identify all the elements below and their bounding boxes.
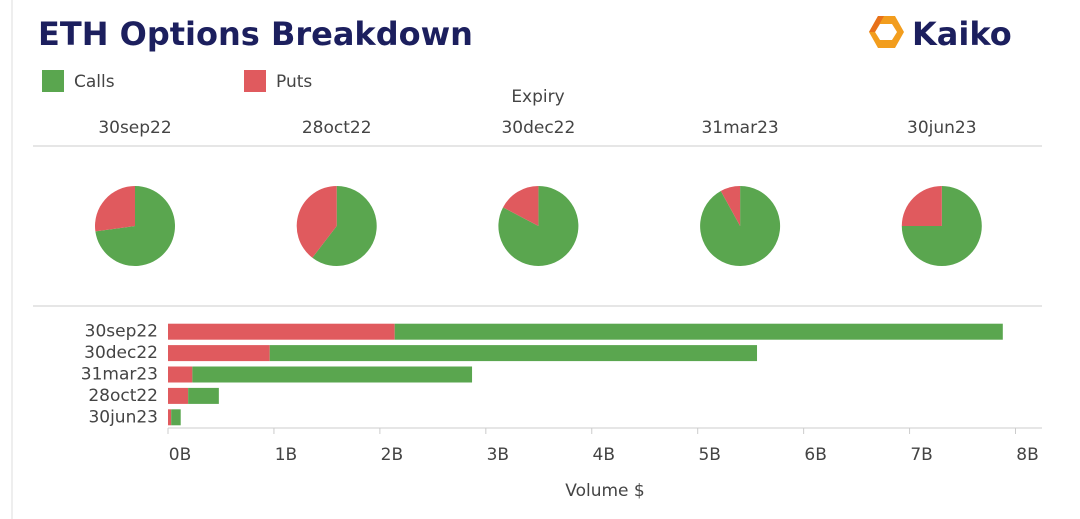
bar-segment — [168, 387, 189, 404]
pie-slice — [296, 186, 337, 258]
pie-slice — [95, 186, 135, 232]
x-tick-label: 8B — [1016, 445, 1038, 465]
chart-title: ETH Options Breakdown — [38, 15, 473, 53]
legend-label: Calls — [74, 72, 115, 92]
bar-segment — [171, 409, 181, 426]
bar-segment — [168, 366, 193, 383]
legend-swatch — [244, 70, 266, 92]
pie-slice — [720, 186, 741, 226]
x-tick-label: 1B — [275, 445, 297, 465]
bar-segment — [168, 323, 395, 340]
legend-label: Puts — [276, 72, 312, 92]
x-axis-title: Volume $ — [565, 481, 644, 501]
pie-label: 31mar23 — [701, 118, 778, 138]
bar-segment — [168, 345, 270, 362]
x-tick-label: 5B — [698, 445, 720, 465]
pie-label: 30dec22 — [501, 118, 575, 138]
legend-swatch — [42, 70, 64, 92]
pie-slice — [901, 186, 942, 226]
y-tick-label: 30sep22 — [85, 322, 158, 342]
x-tick-label: 3B — [487, 445, 509, 465]
x-tick-label: 6B — [804, 445, 826, 465]
pie-label: 28oct22 — [302, 118, 372, 138]
x-tick-label: 7B — [910, 445, 932, 465]
x-tick-label: 0B — [169, 445, 191, 465]
bar-segment — [192, 366, 473, 383]
pie-label: 30sep22 — [98, 118, 171, 138]
brand-name: Kaiko — [912, 15, 1012, 53]
bar-segment — [168, 409, 172, 426]
x-tick-label: 4B — [593, 445, 615, 465]
y-tick-label: 30jun23 — [88, 407, 158, 427]
pie-slice — [312, 186, 377, 266]
x-tick-label: 2B — [381, 445, 403, 465]
pie-group-title: Expiry — [511, 87, 564, 107]
brand-logo — [869, 16, 904, 48]
y-tick-label: 31mar23 — [81, 365, 158, 385]
pie-slice — [503, 186, 539, 226]
pie-label: 30jun23 — [907, 118, 977, 138]
y-tick-label: 30dec22 — [84, 343, 158, 363]
bar-segment — [269, 345, 758, 362]
bar-segment — [394, 323, 1003, 340]
bar-segment — [188, 387, 219, 404]
y-tick-label: 28oct22 — [88, 386, 158, 406]
pie-slice — [95, 186, 176, 266]
